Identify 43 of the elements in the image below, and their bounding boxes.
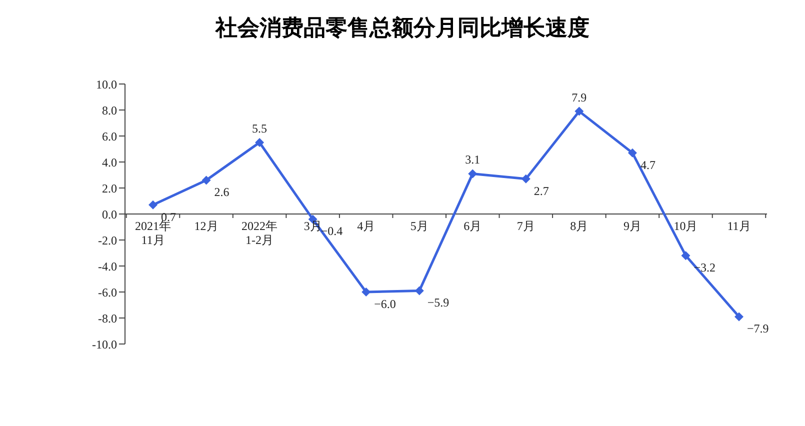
y-tick-label: -6.0 xyxy=(98,285,117,300)
point xyxy=(574,106,584,116)
data-label: −0.4 xyxy=(320,224,343,238)
x-tick-label: 9月 xyxy=(623,219,642,233)
point xyxy=(255,138,264,147)
data-label: 3.1 xyxy=(465,152,480,167)
chart-title: 社会消费品零售总额分月同比增长速度 xyxy=(214,14,590,42)
x-tick-label: 11月 xyxy=(727,219,751,233)
point xyxy=(202,176,211,185)
y-tick-label: 8.0 xyxy=(102,103,117,118)
y-tick-label: 0.0 xyxy=(102,207,117,222)
y-tick-label: -10.0 xyxy=(92,337,117,352)
data-label: −5.9 xyxy=(427,296,450,310)
data-label: −6.0 xyxy=(374,297,396,311)
x-tick-label: 2022年 1-2月 xyxy=(242,219,278,247)
x-tick-label: 4月 xyxy=(357,219,376,233)
point xyxy=(148,200,158,210)
x-tick-label: 2021年 11月 xyxy=(135,219,171,247)
y-tick-label: -8.0 xyxy=(98,311,117,326)
data-label: 5.5 xyxy=(252,122,268,136)
x-tick-label: 10月 xyxy=(674,219,698,233)
y-tick-label: 4.0 xyxy=(102,155,117,170)
data-label: 7.9 xyxy=(572,90,587,104)
y-tick-label: 6.0 xyxy=(102,129,117,144)
data-label: −7.9 xyxy=(747,322,769,336)
point xyxy=(734,312,744,322)
x-tick-label: 8月 xyxy=(570,219,588,233)
y-tick-label: 2.0 xyxy=(102,181,117,196)
x-tick-label: 7月 xyxy=(516,219,535,233)
data-label: 2.7 xyxy=(534,184,549,198)
point xyxy=(414,286,424,296)
point xyxy=(468,169,478,178)
y-tick-label: -2.0 xyxy=(98,233,117,248)
point xyxy=(521,174,530,184)
point xyxy=(681,251,690,260)
x-tick-label: 5月 xyxy=(410,219,428,233)
x-tick-label: 12月 xyxy=(194,219,218,233)
y-tick-label: -4.0 xyxy=(98,259,117,274)
data-label: 2.6 xyxy=(214,185,230,200)
x-tick-label: 6月 xyxy=(464,219,482,233)
data-label: 4.7 xyxy=(640,158,656,172)
y-tick-label: 10.0 xyxy=(96,77,117,92)
point xyxy=(628,148,637,158)
